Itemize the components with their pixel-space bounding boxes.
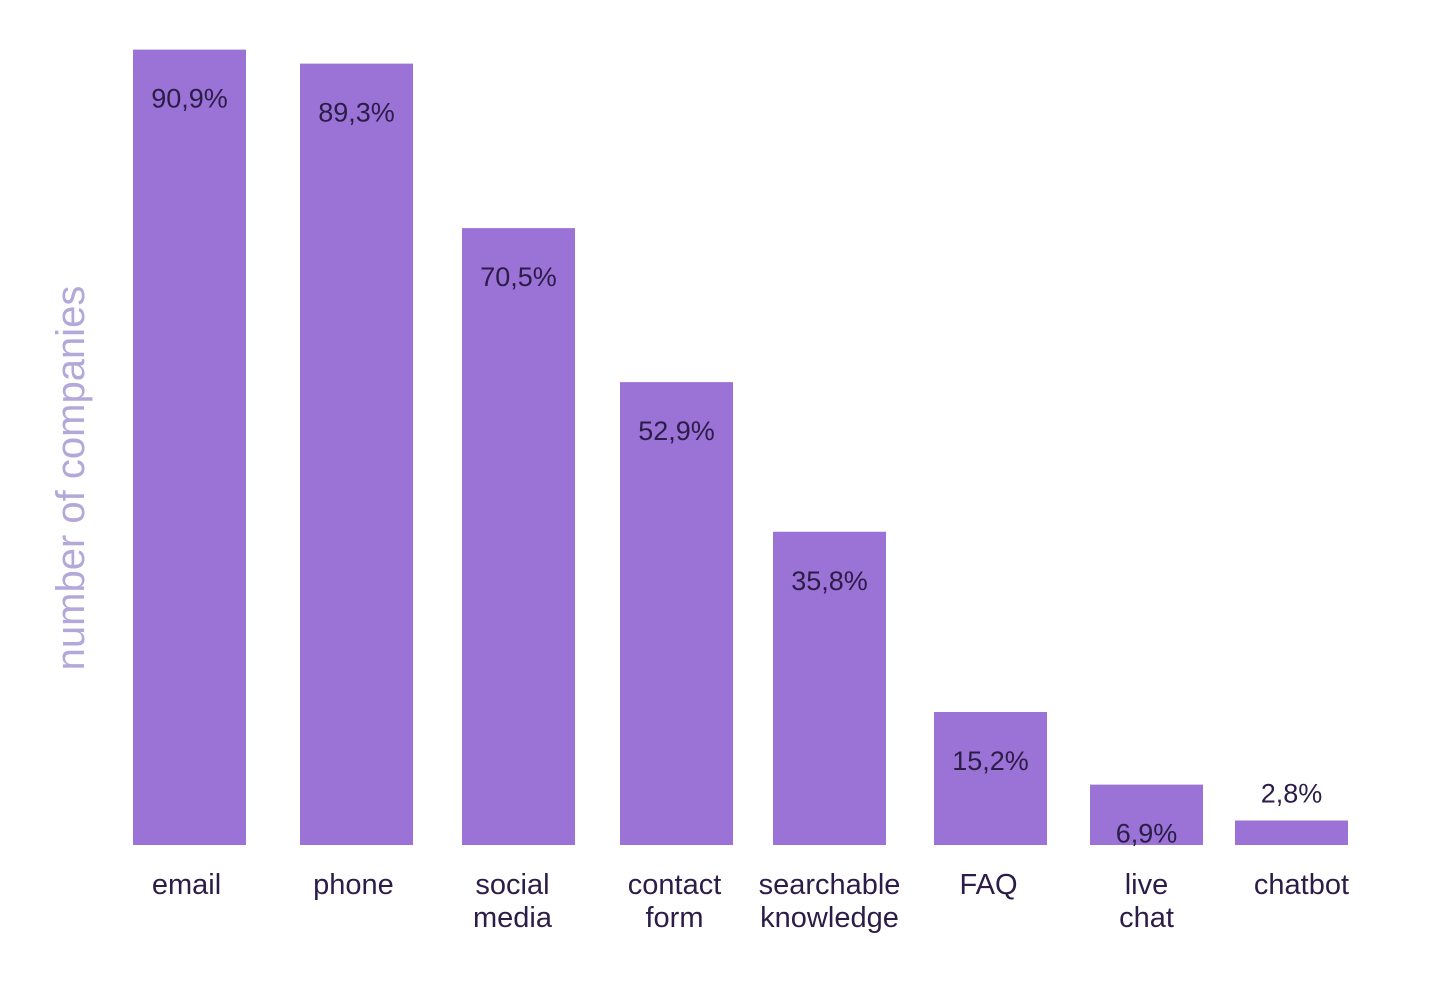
category-label: contact (628, 869, 722, 901)
category-label: chatbot (1254, 869, 1349, 901)
value-labels-group: 90,9% 89,3% 70,5% 52,9% 35,8% 15,2% 6,9% 2,8% (151, 84, 1322, 849)
bar-chatbot (1235, 820, 1348, 845)
category-label: phone (313, 869, 394, 901)
value-label: 89,3% (318, 98, 395, 128)
value-label: 35,8% (791, 566, 868, 596)
bar-faq (934, 712, 1047, 845)
bar-social-media (462, 228, 575, 845)
bar-phone (300, 63, 413, 845)
bar-contact-form (620, 382, 733, 845)
category-label: searchable (759, 869, 901, 901)
value-label: 90,9% (151, 84, 228, 114)
bar-live-chat (1090, 784, 1203, 845)
value-label: 52,9% (638, 416, 715, 446)
category-label: live (1125, 869, 1169, 901)
value-label: 6,9% (1116, 819, 1178, 849)
category-label: social (475, 869, 549, 901)
y-axis-label: number of companies (49, 286, 93, 671)
bars-group (133, 49, 1348, 845)
value-label: 15,2% (952, 746, 1029, 776)
category-label: knowledge (760, 902, 899, 934)
category-label: email (152, 869, 221, 901)
value-label: 2,8% (1261, 779, 1323, 809)
category-label: form (646, 902, 704, 934)
bar-searchable-knowledge (773, 531, 886, 845)
value-label: 70,5% (480, 262, 557, 292)
category-label: chat (1119, 902, 1174, 934)
category-label: media (473, 902, 553, 934)
bar-email (133, 49, 246, 845)
category-label: FAQ (959, 869, 1017, 901)
